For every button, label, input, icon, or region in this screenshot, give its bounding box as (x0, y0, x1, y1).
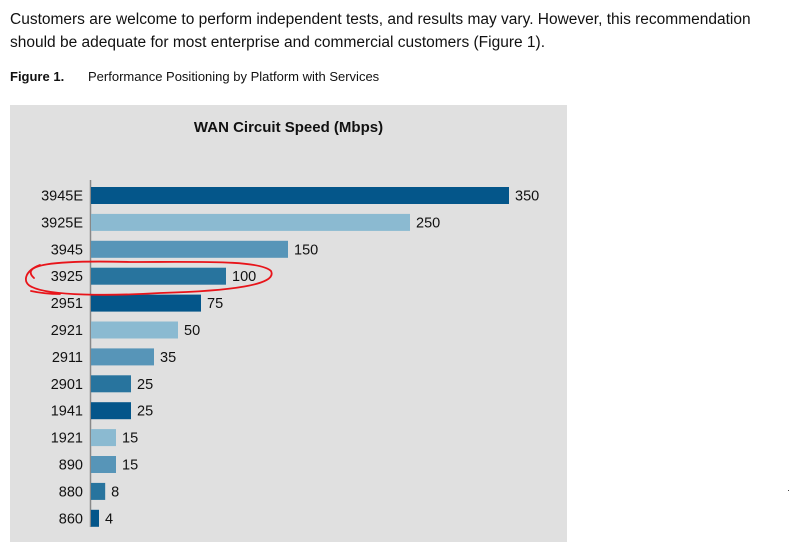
data-label: 8 (111, 484, 119, 500)
data-label: 15 (122, 458, 138, 474)
data-label: 350 (515, 189, 539, 205)
body-paragraph: Customers are welcome to perform indepen… (10, 11, 751, 51)
figure-number: Figure 1. (10, 69, 65, 84)
y-tick-label: 860 (59, 511, 83, 527)
bar-3925E (91, 213, 410, 231)
data-label: 4 (105, 511, 113, 527)
bar-2901 (91, 375, 131, 393)
bar-1941 (91, 402, 131, 420)
bar-3925 (91, 267, 226, 285)
y-tick-label: 880 (59, 484, 83, 500)
figure-caption-text: Performance Positioning by Platform with… (88, 69, 380, 84)
y-tick-label: 3925E (41, 215, 83, 231)
data-label: 35 (160, 350, 176, 366)
bar-890 (91, 456, 116, 473)
y-tick-label: 3925 (51, 269, 83, 285)
y-tick-label: 2921 (51, 323, 83, 339)
data-label: 25 (137, 404, 153, 420)
bar-2921 (91, 321, 178, 339)
bar-860 (91, 509, 99, 527)
y-tick-label: 2901 (51, 377, 83, 393)
y-tick-label: 2951 (51, 296, 83, 312)
bar-chart: 3945E 350 3925E 250 3945 150 3925 100 2951 75 2921… (25, 180, 539, 527)
stray-mark (788, 490, 789, 491)
y-tick-label: 3945E (41, 189, 83, 205)
data-label: 15 (122, 431, 138, 447)
y-tick-label: 2911 (52, 350, 83, 366)
y-tick-label: 3945 (51, 242, 83, 258)
bar-3945E (91, 187, 509, 204)
chart-title: WAN Circuit Speed (Mbps) (193, 119, 384, 136)
chart-panel: WAN Circuit Speed (Mbps) 3945E 350 3925E 25… (10, 105, 567, 542)
bar-1921 (91, 429, 116, 447)
data-label: 150 (294, 242, 318, 258)
red-ellipse-annotation (25, 260, 273, 296)
bar-2911 (91, 348, 154, 366)
y-tick-label: 1921 (51, 431, 83, 447)
bar-880 (91, 482, 106, 500)
data-label: 25 (137, 377, 153, 393)
data-label: 250 (416, 215, 440, 231)
bar-2951 (91, 294, 201, 312)
bar-3945 (91, 240, 288, 258)
data-label: 75 (207, 296, 223, 312)
y-tick-label: 890 (59, 458, 83, 474)
data-label: 50 (184, 323, 200, 339)
data-label: 100 (232, 269, 256, 285)
y-tick-label: 1941 (51, 404, 83, 420)
figure-caption: Figure 1. Performance Positioning by Plat… (10, 69, 379, 84)
